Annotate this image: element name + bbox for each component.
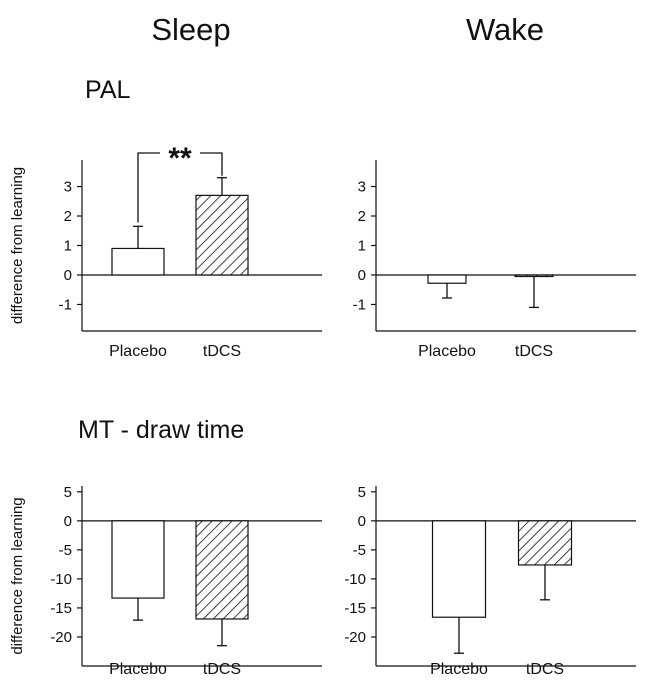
y-tick-label: 2: [358, 208, 366, 225]
y-tick-label: 1: [64, 238, 72, 255]
y-tick-label: 3: [64, 179, 72, 196]
row-title-pal: PAL: [85, 76, 130, 104]
y-tick-label: -10: [50, 571, 72, 588]
y-tick-label: 2: [64, 208, 72, 225]
category-label: Placebo: [430, 661, 488, 678]
y-tick-label: -15: [344, 600, 366, 617]
y-tick-label: -5: [59, 542, 72, 559]
bar-tdcs: [195, 194, 249, 276]
y-tick-label: -10: [344, 571, 366, 588]
significance-bracket-left: [137, 152, 160, 223]
bar-placebo: [427, 274, 467, 284]
y-tick-label: 3: [358, 179, 366, 196]
category-label: tDCS: [203, 661, 241, 678]
y-tick-label: 5: [358, 484, 366, 501]
category-label: tDCS: [526, 661, 564, 678]
panel-pal-wake: 3 2 1 0 -1 Placebo tDCS: [353, 160, 636, 360]
y-tick-label: 5: [64, 484, 72, 501]
row-title-mt: MT - draw time: [78, 416, 244, 444]
panel-mt-sleep: 5 0 -5 -10 -15 -20 difference from learning Pla…: [9, 484, 322, 678]
category-label: Placebo: [109, 343, 167, 360]
y-tick-label: -5: [353, 542, 366, 559]
bar-placebo: [431, 520, 487, 618]
significance-label: **: [168, 142, 192, 175]
bar-placebo: [111, 520, 165, 599]
y-tick-label: 0: [358, 267, 366, 284]
panel-mt-wake: 5 0 -5 -10 -15 -20 Placebo tDCS: [344, 484, 636, 678]
y-tick-label: -20: [344, 629, 366, 646]
bar-tdcs: [195, 520, 249, 620]
y-tick-label: 0: [64, 267, 72, 284]
significance-bracket-right: [200, 152, 223, 176]
col-title-wake: Wake: [466, 12, 544, 47]
y-tick-label: -15: [50, 600, 72, 617]
category-label: tDCS: [203, 343, 241, 360]
y-tick-label: -1: [59, 296, 72, 313]
bar-tdcs: [517, 520, 573, 566]
category-label: tDCS: [515, 343, 553, 360]
y-tick-label: 1: [358, 238, 366, 255]
y-tick-label: 0: [358, 513, 366, 530]
y-axis-label: difference from learning: [9, 497, 26, 654]
col-title-sleep: Sleep: [151, 12, 230, 47]
panel-pal-sleep: 3 2 1 0 -1 difference from learning Placebo tDC…: [9, 142, 322, 360]
category-label: Placebo: [109, 661, 167, 678]
bar-placebo: [111, 247, 165, 276]
y-tick-label: 0: [64, 513, 72, 530]
y-tick-label: -1: [353, 296, 366, 313]
y-axis-label: difference from learning: [9, 167, 26, 324]
y-tick-label: -20: [50, 629, 72, 646]
category-label: Placebo: [418, 343, 476, 360]
bar-tdcs: [514, 274, 554, 278]
